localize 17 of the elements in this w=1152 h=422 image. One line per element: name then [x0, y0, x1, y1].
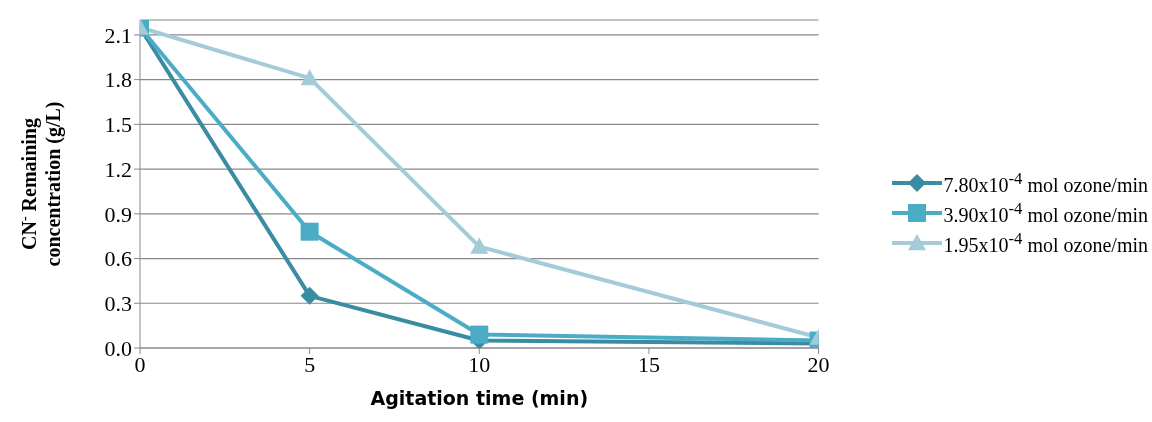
y-tick-label: 1.8 — [104, 67, 132, 93]
y-tick-label: 1.2 — [104, 156, 132, 182]
x-tick-label: 15 — [637, 351, 660, 377]
y-tick-label: 0.3 — [104, 291, 132, 317]
x-tick-label: 0 — [134, 351, 146, 377]
legend-label: 3.90x10$^{-4}$ mol ozone/min — [943, 199, 1148, 227]
legend-label: 7.80x10$^{-4}$ mol ozone/min — [943, 169, 1148, 197]
y-tick-label: 0.6 — [104, 246, 132, 272]
y-tick-label: 1.5 — [104, 112, 132, 138]
x-tick-label: 5 — [304, 351, 316, 377]
y-tick-label: 0.9 — [104, 201, 132, 227]
x-tick-label: 10 — [468, 351, 491, 377]
y-tick-label: 0.0 — [104, 335, 132, 361]
x-tick-label: 20 — [807, 351, 830, 377]
x-axis-title: Agitation time (min) — [370, 387, 589, 410]
y-tick-label: 2.1 — [104, 22, 132, 48]
legend-label: 1.95x10$^{-4}$ mol ozone/min — [943, 229, 1148, 257]
